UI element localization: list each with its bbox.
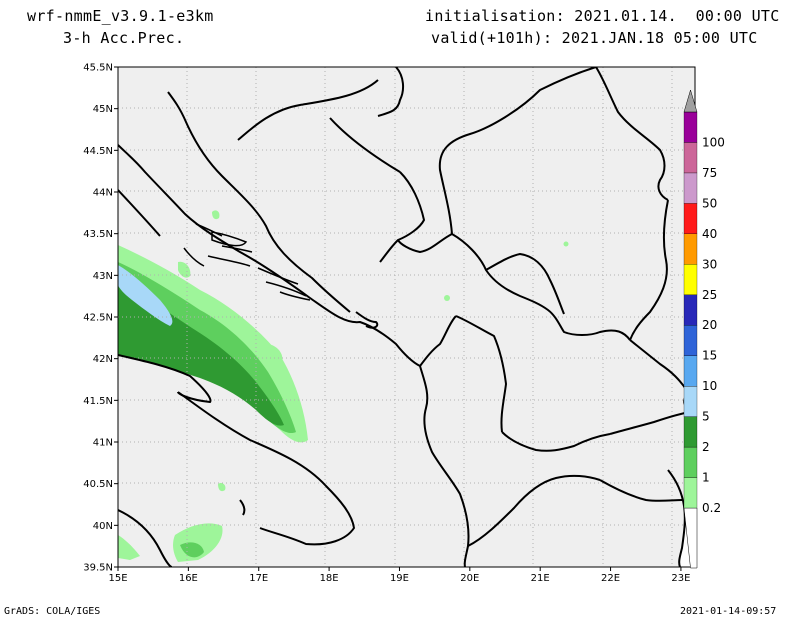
borders-coastlines	[118, 67, 695, 567]
credit-text: GrADS: COLA/IGES	[4, 606, 101, 617]
precip-area-light	[212, 210, 220, 220]
colorbar-segment	[683, 233, 698, 265]
colorbar-segment	[683, 172, 698, 204]
colorbar-label: 1	[702, 471, 710, 485]
lat-tick-label: 40.5N	[83, 479, 113, 490]
colorbar-segment	[683, 325, 698, 356]
colorbar-segment	[683, 355, 698, 387]
lat-tick-label: 42N	[93, 354, 113, 365]
lon-axis: 15E 16E 17E 18E 19E 20E 21E 22E 23E	[108, 567, 690, 584]
colorbar-segment	[683, 142, 698, 174]
colorbar-label: 30	[702, 257, 717, 271]
precip-shading	[118, 210, 308, 562]
lon-tick-label: 23E	[671, 573, 690, 584]
colorbar-label: 15	[702, 349, 717, 363]
colorbar-top-arrow	[683, 89, 698, 113]
colorbar-segment	[683, 446, 698, 478]
lat-axis: 45.5N 45N 44.5N 44N 43.5N 43N 42.5N 42N 41.5N 41N…	[83, 63, 118, 574]
precip-area-light	[118, 535, 140, 560]
colorbar-segment	[683, 294, 698, 326]
model-title: wrf-nmmE_v3.9.1-e3km	[27, 7, 214, 25]
lon-tick-label: 22E	[601, 573, 620, 584]
lon-tick-label: 17E	[249, 573, 268, 584]
lat-tick-label: 44N	[93, 188, 113, 199]
lon-tick-label: 16E	[179, 573, 198, 584]
precip-area-light	[178, 261, 191, 278]
lat-tick-label: 43N	[93, 271, 113, 282]
colorbar-segment	[683, 264, 698, 295]
colorbar-label: 5	[702, 410, 710, 424]
lat-tick-label: 44.5N	[83, 146, 113, 157]
precip-area-core	[118, 265, 173, 326]
valid-time: valid(+101h): 2021.JAN.18 05:00 UTC	[431, 29, 758, 47]
lat-tick-label: 45.5N	[83, 63, 113, 74]
colorbar-segment	[683, 386, 698, 417]
colorbar-label: 75	[702, 166, 717, 180]
lat-tick-label: 41.5N	[83, 396, 113, 407]
colorbar-segment	[683, 416, 698, 448]
precip-area-light	[563, 241, 569, 247]
lon-tick-label: 20E	[460, 573, 479, 584]
init-time: initialisation: 2021.01.14. 00:00 UTC	[425, 7, 780, 25]
colorbar-label: 2	[702, 440, 710, 454]
lat-tick-label: 39.5N	[83, 563, 113, 574]
colorbar-segment	[683, 203, 698, 234]
precip-area-light	[444, 295, 450, 301]
lat-tick-label: 42.5N	[83, 313, 113, 324]
lat-tick-label: 45N	[93, 104, 113, 115]
lat-tick-label: 41N	[93, 438, 113, 449]
lon-tick-label: 21E	[531, 573, 550, 584]
colorbar-segment	[683, 477, 698, 509]
colorbar-label: 25	[702, 288, 717, 302]
colorbar-label: 40	[702, 227, 717, 241]
precip-area-medium	[180, 542, 204, 558]
lon-tick-label: 15E	[108, 573, 127, 584]
colorbar-segment	[683, 111, 698, 143]
colorbar-label: 10	[702, 379, 717, 393]
field-title: 3-h Acc.Prec.	[63, 29, 185, 47]
precip-area-light	[258, 343, 283, 364]
colorbar-label: 50	[702, 196, 717, 210]
lat-tick-label: 43.5N	[83, 229, 113, 240]
grid-lines	[118, 67, 695, 567]
precip-area-light	[218, 482, 226, 492]
lon-tick-label: 19E	[390, 573, 409, 584]
lon-tick-label: 18E	[320, 573, 339, 584]
colorbar-label: 100	[702, 135, 725, 149]
islands	[183, 223, 311, 301]
colorbar-label: 20	[702, 318, 717, 332]
timestamp-text: 2021-01-14-09:57	[680, 606, 777, 617]
colorbar-label: 0.2	[702, 501, 721, 515]
lat-tick-label: 40N	[93, 521, 113, 532]
